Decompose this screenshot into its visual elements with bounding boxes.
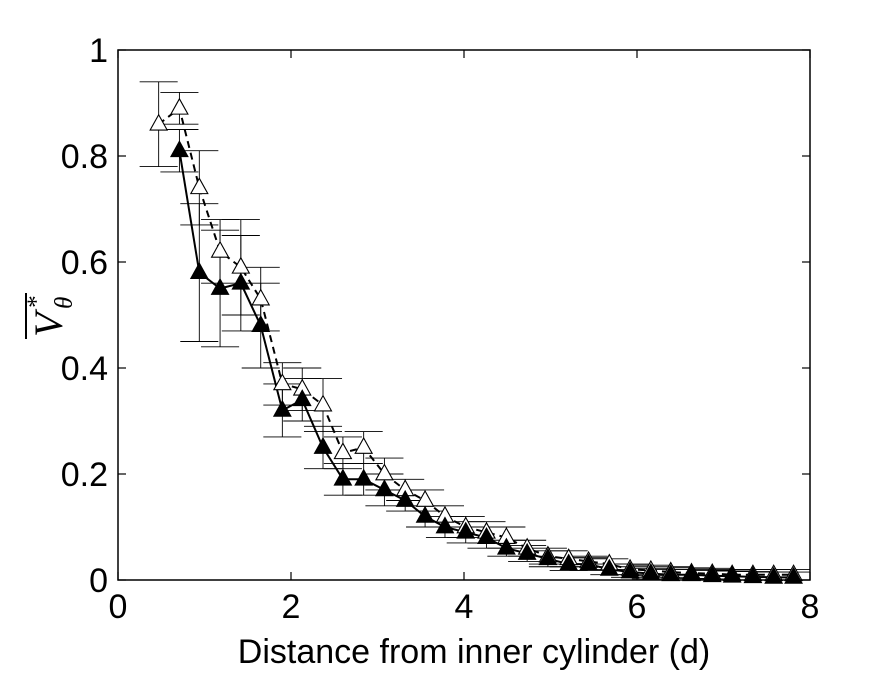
data-point-open bbox=[169, 97, 189, 115]
data-point-filled bbox=[395, 489, 415, 507]
x-tick-label: 2 bbox=[282, 588, 301, 626]
y-axis-label: V* θ bbox=[23, 293, 78, 339]
series-lines-layer bbox=[158, 106, 794, 579]
data-point-open bbox=[313, 394, 333, 412]
data-point-open bbox=[354, 436, 374, 454]
y-label-subscript: θ bbox=[51, 297, 78, 309]
y-tick-label: 0.6 bbox=[61, 244, 108, 282]
data-point-filled bbox=[415, 505, 435, 523]
y-tick-label: 0.8 bbox=[61, 138, 108, 176]
markers-layer bbox=[149, 97, 803, 584]
data-point-open bbox=[272, 373, 292, 391]
data-point-filled bbox=[620, 561, 640, 579]
data-point-open bbox=[210, 240, 230, 258]
data-point-filled bbox=[743, 566, 763, 584]
data-point-open bbox=[231, 256, 251, 274]
y-label-base: V bbox=[26, 308, 71, 337]
data-point-filled bbox=[189, 261, 209, 279]
data-point-filled bbox=[702, 565, 722, 583]
data-point-open bbox=[251, 288, 271, 306]
data-point-filled bbox=[374, 479, 394, 497]
data-point-filled bbox=[435, 516, 455, 534]
x-tick-label: 8 bbox=[801, 588, 820, 626]
data-point-filled bbox=[517, 542, 537, 560]
data-point-filled bbox=[292, 389, 312, 407]
x-axis-label: Distance from inner cylinder (d) bbox=[238, 633, 710, 671]
series-filled-line bbox=[178, 150, 794, 579]
data-point-filled bbox=[231, 272, 251, 290]
data-point-filled bbox=[456, 521, 476, 539]
data-point-filled bbox=[599, 558, 619, 576]
data-point-filled bbox=[538, 548, 558, 566]
data-point-filled bbox=[354, 468, 374, 486]
data-point-filled bbox=[579, 553, 598, 571]
y-tick-label: 1 bbox=[89, 32, 108, 70]
data-point-filled bbox=[210, 277, 230, 295]
y-tick-label: 0.2 bbox=[61, 456, 108, 494]
data-point-filled bbox=[477, 526, 496, 544]
data-point-filled bbox=[251, 314, 271, 332]
error-bars-layer bbox=[139, 81, 810, 581]
data-point-filled bbox=[272, 399, 292, 417]
data-point-open bbox=[149, 113, 169, 131]
data-point-filled bbox=[169, 140, 189, 158]
x-tick-label: 0 bbox=[109, 588, 128, 626]
data-point-filled bbox=[559, 553, 579, 571]
data-point-open bbox=[415, 489, 435, 507]
data-point-filled bbox=[722, 565, 742, 583]
data-point-filled bbox=[496, 537, 516, 555]
x-tick-label: 4 bbox=[455, 588, 474, 626]
data-point-filled bbox=[313, 436, 333, 454]
series-open-line bbox=[158, 106, 794, 576]
y-tick-label: 0 bbox=[89, 562, 108, 600]
x-tick-label: 6 bbox=[628, 588, 647, 626]
data-point-filled bbox=[333, 468, 353, 486]
data-point-open bbox=[189, 177, 209, 195]
data-point-open bbox=[333, 442, 353, 460]
y-tick-label: 0.4 bbox=[61, 350, 108, 388]
ticks-layer: 0 2 4 6 8 0 0.2 0.4 0.6 0.8 1 bbox=[61, 32, 820, 626]
y-label-superscript: * bbox=[23, 296, 50, 309]
